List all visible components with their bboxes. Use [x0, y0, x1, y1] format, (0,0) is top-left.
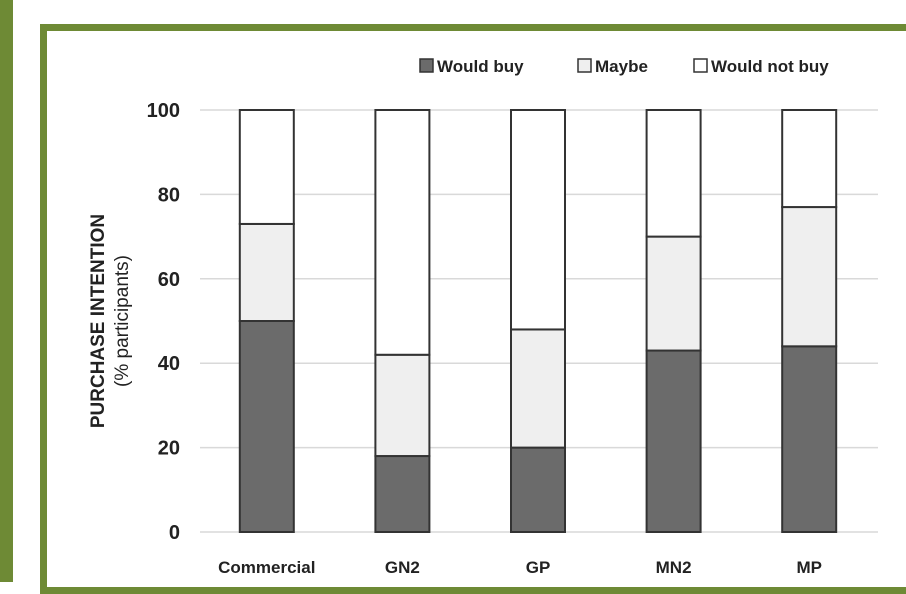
bar-segment — [374, 353, 431, 458]
bar-segment — [645, 235, 702, 352]
y-tick-label: 100 — [147, 100, 180, 122]
legend-label: Would not buy — [711, 57, 829, 76]
bar-segment — [645, 109, 702, 238]
legend-label: Would buy — [437, 57, 524, 76]
y-tick-label: 0 — [169, 522, 180, 544]
bar-segment — [238, 109, 295, 225]
x-tick-label: GN2 — [385, 558, 420, 577]
x-tick-label: MP — [796, 558, 822, 577]
y-axis: 0 20 40 60 80 100 — [147, 100, 180, 544]
bar-segment — [238, 222, 295, 322]
bar-segment — [510, 446, 566, 534]
bar-segment — [510, 328, 566, 449]
y-axis-label: PURCHASE INTENTION — [88, 214, 109, 428]
x-axis: Commercial GN2 GP MN2 MP — [218, 558, 822, 577]
bar-segment — [781, 109, 838, 209]
bar-segment — [781, 345, 838, 533]
bar-segment — [645, 349, 702, 534]
bar-segment — [374, 109, 431, 356]
legend-label: Maybe — [595, 57, 648, 76]
left-green-strip — [0, 0, 13, 582]
bar-segment — [781, 206, 838, 348]
x-tick-label: GP — [526, 558, 551, 577]
x-tick-label: Commercial — [218, 558, 315, 577]
bar-segment — [374, 455, 431, 534]
y-tick-label: 60 — [158, 269, 180, 291]
bar-segment — [510, 109, 566, 331]
y-tick-label: 20 — [158, 438, 180, 460]
legend-swatch — [693, 58, 708, 73]
y-tick-label: 40 — [158, 353, 180, 375]
legend: Would buy Maybe Would not buy — [419, 57, 829, 76]
x-tick-label: MN2 — [656, 558, 692, 577]
legend-swatch — [419, 58, 434, 73]
y-axis-sublabel: (% participants) — [112, 255, 133, 387]
legend-swatch — [577, 58, 592, 73]
bars — [238, 109, 838, 534]
bar-segment — [238, 320, 295, 533]
purchase-intention-chart: 0 20 40 60 80 100 Commercial GN2 GP MN2 MP Would … — [88, 57, 878, 577]
y-tick-label: 80 — [158, 184, 180, 206]
